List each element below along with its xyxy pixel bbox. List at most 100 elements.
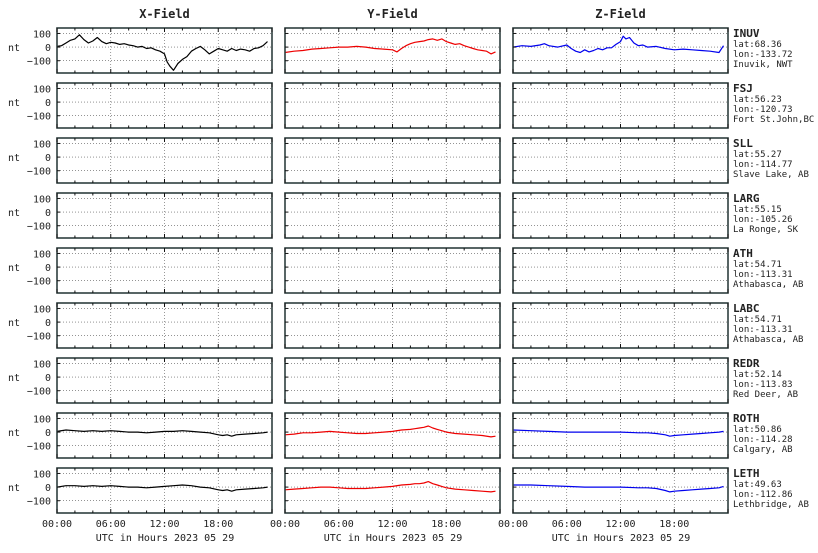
- station-place: Fort St.John,BC: [733, 115, 814, 125]
- station-place: Calgary, AB: [733, 445, 793, 455]
- panel-inuv-y-field: [284, 27, 501, 74]
- station-lat: lat:52.14: [733, 370, 782, 380]
- y-tick-label: −100: [27, 332, 51, 343]
- x-axis-label: UTC in Hours 2023 05 29: [552, 533, 690, 544]
- y-tick-label: −100: [27, 277, 51, 288]
- y-tick-label: 100: [33, 139, 51, 150]
- series-line-leth-y-field: [284, 481, 496, 493]
- y-tick-label: 100: [33, 29, 51, 40]
- y-axis-label: nt: [8, 483, 20, 494]
- station-lat: lat:49.63: [733, 480, 782, 490]
- panel-sll-z-field: [512, 137, 729, 184]
- station-lat: lat:54.71: [733, 315, 782, 325]
- y-tick-label: 100: [33, 249, 51, 260]
- y-axis-label: nt: [8, 98, 20, 109]
- station-code: INUV: [733, 27, 760, 40]
- station-place: Athabasca, AB: [733, 280, 803, 290]
- station-lat: lat:50.86: [733, 425, 782, 435]
- station-place: La Ronge, SK: [733, 225, 799, 235]
- y-axis-label: nt: [8, 263, 20, 274]
- panel-larg-y-field: [284, 192, 501, 239]
- x-tick-label: 12:00: [149, 519, 179, 530]
- station-lon: lon:-114.28: [733, 435, 793, 445]
- x-tick-label: 12:00: [377, 519, 407, 530]
- x-tick-label: 00:00: [498, 519, 528, 530]
- station-lon: lon:-113.31: [733, 325, 793, 335]
- station-lon: lon:-120.73: [733, 105, 793, 115]
- y-tick-label: 0: [45, 98, 51, 109]
- y-tick-label: 0: [45, 153, 51, 164]
- x-axis-label: UTC in Hours 2023 05 29: [324, 533, 462, 544]
- x-tick-label: 18:00: [203, 519, 233, 530]
- station-place: Inuvik, NWT: [733, 60, 793, 70]
- y-tick-label: −100: [27, 497, 51, 508]
- panel-inuv-z-field: [512, 27, 729, 74]
- column-titles: X-Field Y-Field Z-Field: [139, 7, 646, 21]
- y-tick-label: 100: [33, 469, 51, 480]
- panel-ath-y-field: [284, 247, 501, 294]
- y-tick-label: −100: [27, 442, 51, 453]
- panel-fsj-x-field: [56, 82, 273, 129]
- x-tick-label: 12:00: [605, 519, 635, 530]
- x-tick-label: 18:00: [659, 519, 689, 530]
- station-lon: lon:-105.26: [733, 215, 793, 225]
- y-axis-label: nt: [8, 153, 20, 164]
- panel-labc-z-field: [512, 302, 729, 349]
- x-tick-label: 00:00: [42, 519, 72, 530]
- panel-leth-z-field: [512, 467, 729, 514]
- panel-labc-y-field: [284, 302, 501, 349]
- station-lon: lon:-112.86: [733, 490, 793, 500]
- station-lat: lat:56.23: [733, 95, 782, 105]
- y-axis-label: nt: [8, 428, 20, 439]
- column-title-z-field: Z-Field: [595, 7, 646, 21]
- station-code: FSJ: [733, 82, 753, 95]
- station-lon: lon:-133.72: [733, 50, 793, 60]
- x-tick-label: 06:00: [324, 519, 354, 530]
- panel-redr-z-field: [512, 357, 729, 404]
- x-axes: 00:00 06:00 12:00 18:00 UTC in Hours 2023 05…: [42, 519, 690, 544]
- series-line-leth-z-field: [513, 484, 724, 493]
- y-tick-label: 100: [33, 304, 51, 315]
- station-lat: lat:55.15: [733, 205, 782, 215]
- series-line-inuv-x-field: [56, 34, 268, 71]
- y-tick-label: 100: [33, 194, 51, 205]
- y-tick-label: 0: [45, 373, 51, 384]
- column-title-x-field: X-Field: [139, 7, 190, 21]
- x-axis-label: UTC in Hours 2023 05 29: [96, 533, 234, 544]
- y-tick-label: −100: [27, 57, 51, 68]
- panel-sll-y-field: [284, 137, 501, 184]
- panel-fsj-y-field: [284, 82, 501, 129]
- panel-roth-z-field: [512, 412, 729, 459]
- y-tick-label: 0: [45, 428, 51, 439]
- panel-roth-x-field: [56, 412, 273, 459]
- panel-leth-x-field: [56, 467, 273, 514]
- panel-redr-y-field: [284, 357, 501, 404]
- station-code: LETH: [733, 467, 760, 480]
- panel-ath-z-field: [512, 247, 729, 294]
- series-line-roth-x-field: [56, 429, 268, 437]
- y-axis-label: nt: [8, 208, 20, 219]
- station-lon: lon:-114.77: [733, 160, 793, 170]
- panel-inuv-x-field: [56, 27, 273, 74]
- y-tick-label: 100: [33, 359, 51, 370]
- series-line-roth-z-field: [512, 429, 724, 437]
- station-code: LABC: [733, 302, 760, 315]
- y-tick-label: 0: [45, 263, 51, 274]
- y-axis-label: nt: [8, 318, 20, 329]
- y-axis-label: nt: [8, 373, 20, 384]
- series-line-inuv-z-field: [512, 35, 725, 54]
- panel-labc-x-field: [56, 302, 273, 349]
- station-code: REDR: [733, 357, 760, 370]
- y-tick-label: −100: [27, 387, 51, 398]
- y-tick-label: 0: [45, 318, 51, 329]
- y-tick-label: 0: [45, 43, 51, 54]
- panel-larg-z-field: [512, 192, 729, 239]
